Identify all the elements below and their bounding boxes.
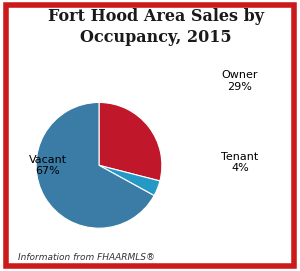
Text: Information from FHAARMLS®: Information from FHAARMLS® (18, 253, 155, 262)
Text: Owner
29%: Owner 29% (222, 70, 258, 92)
Text: Vacant
67%: Vacant 67% (29, 154, 67, 176)
Wedge shape (99, 165, 160, 196)
Wedge shape (99, 102, 162, 181)
Wedge shape (36, 102, 154, 228)
Text: Fort Hood Area Sales by
Occupancy, 2015: Fort Hood Area Sales by Occupancy, 2015 (48, 8, 264, 46)
Text: Tenant
4%: Tenant 4% (221, 152, 259, 173)
